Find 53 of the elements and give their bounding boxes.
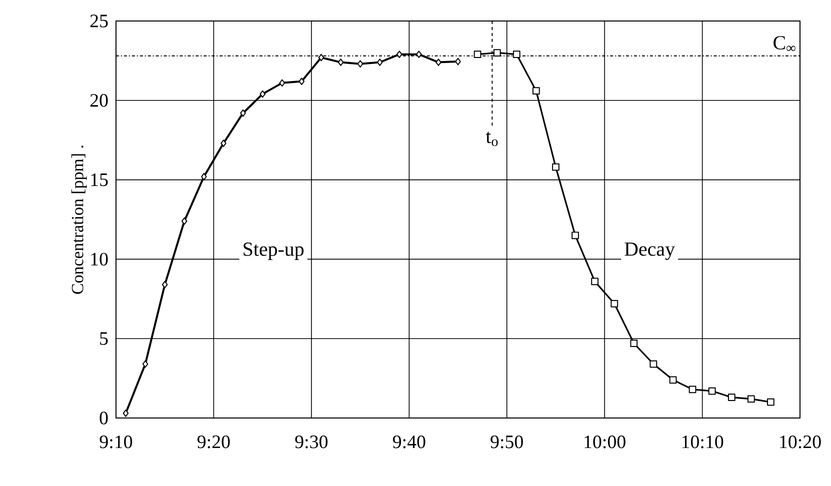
point: [512, 50, 520, 58]
point: [396, 50, 402, 58]
point: [630, 340, 638, 348]
y-tick-label: 20: [90, 94, 108, 107]
x-tick-label: 10:20: [780, 435, 821, 448]
point: [650, 360, 658, 368]
point: [767, 398, 774, 406]
point: [260, 90, 266, 98]
point: [376, 58, 383, 66]
point: [610, 300, 618, 308]
point: [318, 54, 324, 62]
y-tick-label: 15: [91, 173, 108, 186]
point: [708, 387, 716, 395]
x-tick-label: 9:20: [197, 435, 230, 448]
point: [201, 172, 207, 180]
point: [338, 58, 344, 66]
x-tick-label: 9:40: [392, 435, 426, 448]
ref-line-label: t$_{o}$: [486, 132, 498, 146]
x-tick-label: 10:10: [682, 435, 724, 448]
point: [532, 87, 540, 95]
point: [122, 410, 129, 417]
point: [474, 50, 482, 58]
point: [357, 60, 364, 68]
y-tick-label: 5: [100, 332, 108, 345]
point: [298, 78, 305, 86]
point: [181, 217, 188, 225]
point: [279, 79, 285, 87]
point: [688, 386, 696, 394]
point: [220, 140, 226, 147]
point: [572, 232, 579, 240]
point: [455, 58, 461, 66]
x-tick-label: 10:00: [584, 435, 626, 448]
annotation: Step-up: [244, 242, 304, 260]
point: [669, 376, 677, 384]
y-tick-label: 0: [100, 412, 108, 424]
point: [552, 163, 560, 171]
x-tick-label: 9:50: [490, 435, 523, 448]
y-tick-label: 10: [91, 252, 108, 266]
x-tick-label: 9:10: [100, 435, 132, 448]
point: [747, 395, 755, 403]
y-tick-label: 25: [90, 14, 108, 28]
ref-line-label: C$_{∞}$: [774, 36, 796, 52]
point: [493, 49, 501, 56]
point: [728, 394, 736, 402]
point: [436, 58, 442, 66]
point: [591, 278, 598, 286]
annotation: Decay: [624, 242, 675, 260]
y-axis-title: Concentration [ppm] .: [71, 146, 87, 294]
point: [142, 360, 148, 368]
x-tick-label: 9:30: [295, 435, 328, 448]
point: [240, 109, 246, 117]
point: [162, 280, 168, 288]
point: [416, 50, 422, 58]
